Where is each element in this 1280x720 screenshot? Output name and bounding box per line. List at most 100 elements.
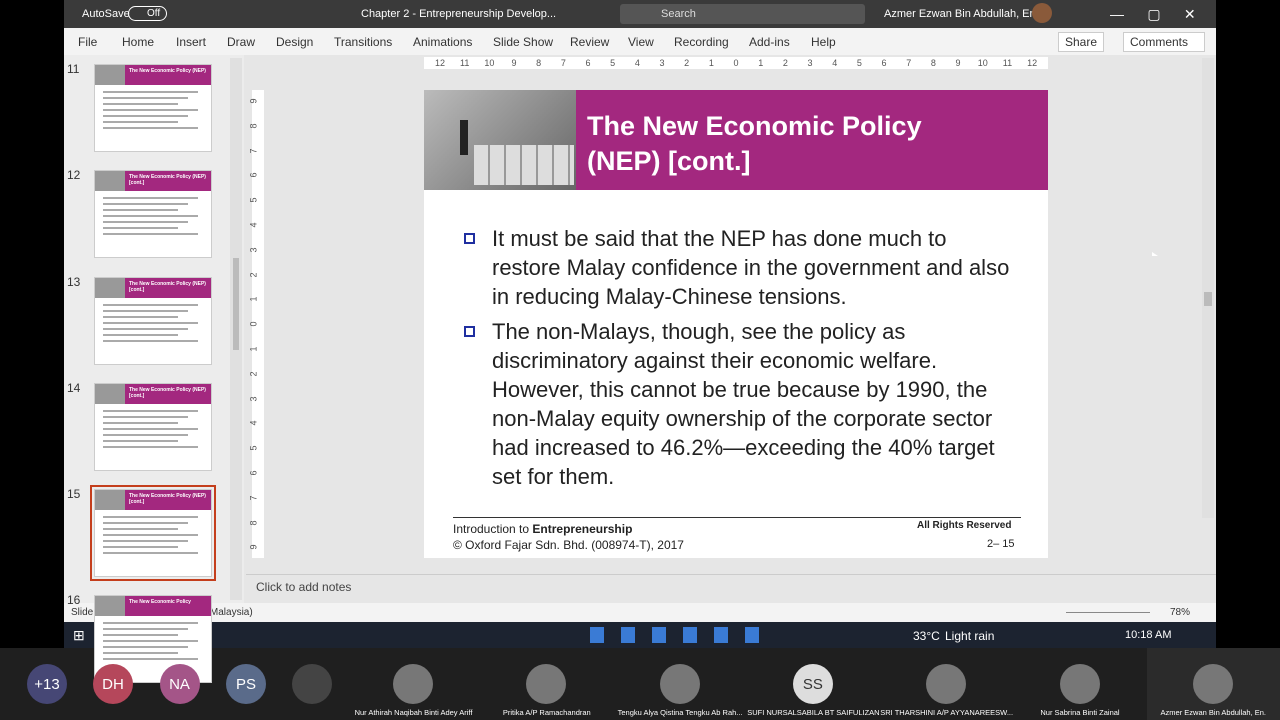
participant-overflow[interactable]: +13 bbox=[27, 664, 67, 704]
ruler-label: 4 bbox=[832, 58, 838, 68]
thumb-band bbox=[125, 278, 211, 298]
ruler-label: 12 bbox=[1027, 58, 1038, 68]
ribbon-tab[interactable]: File bbox=[78, 35, 98, 49]
zoom-slider[interactable] bbox=[1066, 612, 1150, 613]
thumb-text-line bbox=[103, 652, 178, 654]
comments-button[interactable]: Comments bbox=[1123, 32, 1205, 52]
thumb-text-line bbox=[103, 203, 188, 205]
ribbon-tab[interactable]: Design bbox=[276, 35, 314, 49]
slide-thumbnail[interactable]: The New Economic Policy (NEP) [cont.] bbox=[94, 277, 212, 365]
slide-scroll-thumb[interactable] bbox=[1204, 292, 1212, 306]
thumb-text-line bbox=[103, 434, 188, 436]
document-title[interactable]: Chapter 2 - Entrepreneurship Develop... bbox=[361, 8, 557, 20]
thumb-text-line bbox=[103, 109, 198, 111]
ruler-label: 6 bbox=[585, 58, 591, 68]
notes-pane[interactable] bbox=[246, 574, 1216, 602]
slide-photo bbox=[424, 90, 576, 190]
participant-avatar bbox=[926, 664, 967, 704]
ribbon-tab[interactable]: Recording bbox=[674, 35, 729, 49]
participant-avatar bbox=[659, 664, 700, 704]
ribbon-tab[interactable]: Review bbox=[570, 35, 610, 49]
taskbar-apps[interactable] bbox=[590, 627, 770, 643]
window-controls[interactable]: — ▢ ✕ bbox=[1110, 6, 1196, 22]
ruler-label: 9 bbox=[955, 58, 961, 68]
horizontal-ruler bbox=[424, 57, 1048, 69]
thumb-text-line bbox=[103, 640, 198, 642]
ruler-label: 8 bbox=[536, 58, 542, 68]
ruler-label: 7 bbox=[906, 58, 912, 68]
slide-bullet: The non-Malays, though, see the policy a… bbox=[464, 317, 1017, 491]
user-avatar[interactable] bbox=[1032, 3, 1052, 23]
participant-avatar bbox=[393, 664, 433, 704]
thumb-title: The New Economic Policy (NEP) [cont.] bbox=[129, 281, 206, 293]
ruler-label: 5 bbox=[856, 58, 862, 68]
participant-name: Nur Sabrina Binti Zainal bbox=[1040, 708, 1120, 717]
ruler-label: 11 bbox=[459, 58, 470, 68]
search-box[interactable] bbox=[620, 4, 865, 24]
status-bar bbox=[64, 603, 1216, 622]
slide-thumbnail[interactable]: The New Economic Policy (NEP) [cont.] bbox=[94, 383, 212, 471]
ribbon-tab[interactable]: Help bbox=[811, 35, 836, 49]
ruler-label: 7 bbox=[560, 58, 566, 68]
figure bbox=[460, 120, 468, 155]
ruler-label: 7 bbox=[248, 495, 259, 501]
ruler-label: 2 bbox=[248, 371, 259, 377]
thumb-text-line bbox=[103, 658, 198, 660]
search-placeholder: Search bbox=[661, 8, 696, 20]
ruler-label: 3 bbox=[248, 396, 259, 402]
thumb-title: The New Economic Policy (NEP) bbox=[129, 68, 206, 74]
ruler-label: 4 bbox=[634, 58, 640, 68]
thumb-text-line bbox=[103, 410, 198, 412]
share-button[interactable]: Share bbox=[1058, 32, 1105, 52]
start-button[interactable]: ⊞ bbox=[73, 627, 85, 643]
ruler-label: 11 bbox=[1002, 58, 1013, 68]
thumbnail-number: 12 bbox=[67, 168, 81, 182]
bullet-text: It must be said that the NEP has done mu… bbox=[492, 226, 1010, 309]
user-name: Azmer Ezwan Bin Abdullah, En. bbox=[884, 8, 1039, 20]
participant-name: Nur Athirah Naqibah Binti Adey Ariff bbox=[354, 708, 473, 717]
autosave-toggle[interactable]: Off bbox=[128, 6, 168, 21]
thumbnail-scroll-thumb[interactable] bbox=[233, 258, 239, 350]
bullet-text: The non-Malays, though, see the policy a… bbox=[492, 319, 995, 489]
vertical-ruler bbox=[252, 90, 264, 558]
thumb-text-line bbox=[103, 516, 198, 518]
ribbon-tab[interactable]: Slide Show bbox=[493, 35, 554, 49]
ruler-label: 3 bbox=[659, 58, 665, 68]
ribbon-tab[interactable]: Transitions bbox=[334, 35, 393, 49]
participant-avatar bbox=[1059, 664, 1100, 704]
participant-initials: PS bbox=[226, 664, 266, 704]
slide-thumbnail[interactable]: The New Economic Policy (NEP) bbox=[94, 64, 212, 152]
thumb-text-line bbox=[103, 552, 198, 554]
slide-thumbnail[interactable]: The New Economic Policy (NEP) [cont.] bbox=[94, 170, 212, 258]
thumb-text-line bbox=[103, 622, 198, 624]
thumb-photo bbox=[95, 278, 125, 298]
ribbon-tab[interactable]: Animations bbox=[413, 35, 473, 49]
footer-rights: All Rights Reserved bbox=[917, 520, 1012, 531]
footer-course: Introduction to Entrepreneurship bbox=[453, 522, 632, 536]
ruler-label: 2 bbox=[248, 272, 259, 278]
zoom-level[interactable]: 78% bbox=[1170, 607, 1191, 618]
thumb-text-line bbox=[103, 540, 188, 542]
thumb-text-line bbox=[103, 522, 188, 524]
ribbon-tab[interactable]: View bbox=[628, 35, 654, 49]
ruler-label: 7 bbox=[248, 148, 259, 154]
slide-scrollbar[interactable] bbox=[1202, 58, 1214, 518]
ruler-label: 1 bbox=[758, 58, 764, 68]
thumb-title: The New Economic Policy (NEP) [cont.] bbox=[129, 174, 206, 186]
participant-initials: NA bbox=[159, 664, 200, 704]
ruler-label: 5 bbox=[248, 197, 259, 203]
thumb-text-line bbox=[103, 546, 178, 548]
ribbon-tab[interactable]: Draw bbox=[227, 35, 256, 49]
ribbon-tab[interactable]: Home bbox=[122, 35, 155, 49]
thumb-text-line bbox=[103, 227, 178, 229]
footer-prefix: Introduction to bbox=[453, 522, 530, 536]
slide-thumbnail[interactable]: The New Economic Policy (NEP) [cont.] bbox=[90, 485, 216, 581]
ribbon-tab[interactable]: Insert bbox=[176, 35, 207, 49]
ruler-label: 9 bbox=[248, 544, 259, 550]
thumb-band bbox=[125, 171, 211, 191]
ruler-label: 8 bbox=[248, 520, 259, 526]
bullet-marker bbox=[464, 326, 475, 337]
ribbon-tab[interactable]: Add-ins bbox=[749, 35, 790, 49]
thumb-text-line bbox=[103, 428, 198, 430]
